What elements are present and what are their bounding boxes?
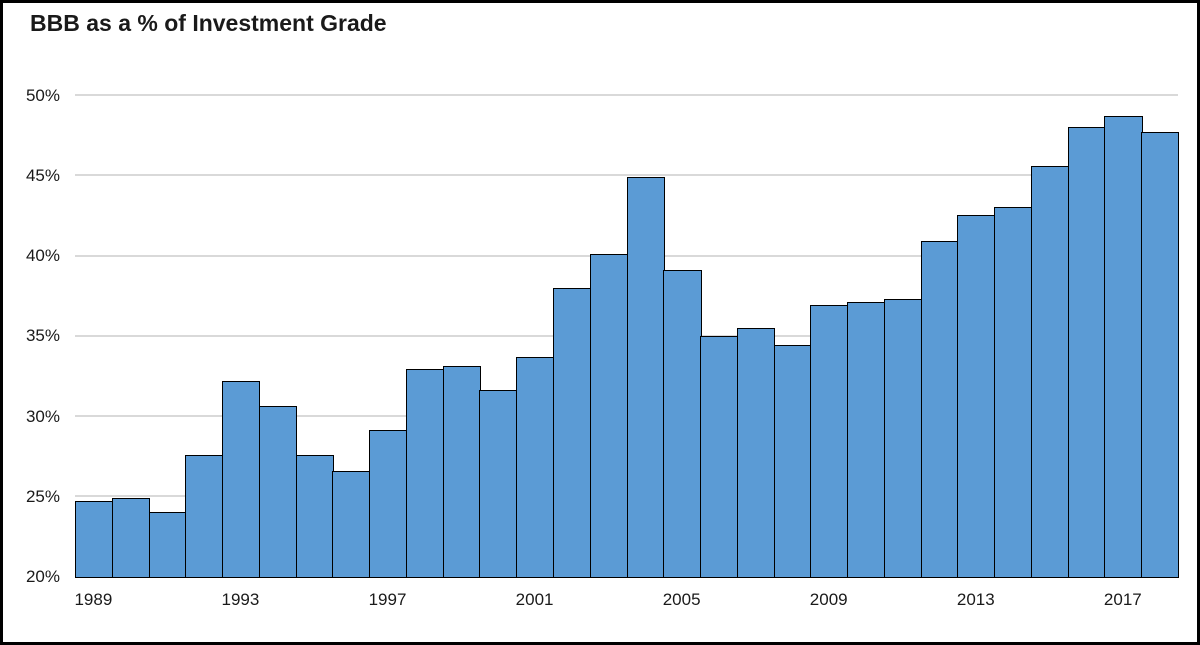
bar-2011 xyxy=(883,298,923,578)
bar-1992 xyxy=(185,454,224,578)
bar-2014 xyxy=(994,207,1033,578)
bar-2006 xyxy=(700,335,739,578)
bar-2004 xyxy=(626,176,665,578)
bar-1990 xyxy=(111,497,151,578)
chart-title: BBB as a % of Investment Grade xyxy=(30,10,387,36)
x-axis-tick-label-2013: 2013 xyxy=(956,590,995,609)
y-axis-tick-label: 40% xyxy=(25,246,60,265)
bar-1998 xyxy=(405,369,445,578)
bar-2010 xyxy=(847,302,886,578)
y-axis-tick-label: 35% xyxy=(25,326,60,346)
y-axis-tick-label: 20% xyxy=(25,567,60,586)
bar-1995 xyxy=(295,454,334,578)
x-axis-tick-label-2005: 2005 xyxy=(662,590,701,609)
x-axis-tick-label-2009: 2009 xyxy=(809,590,848,609)
bar-2000 xyxy=(479,390,518,578)
x-axis-tick-label-2017: 2017 xyxy=(1103,590,1142,609)
x-axis-tick-label-1993: 1993 xyxy=(221,590,260,609)
bar-1999 xyxy=(442,366,481,578)
bar-2015 xyxy=(1030,165,1070,578)
bar-2005 xyxy=(663,269,702,578)
y-axis-tick-label: 30% xyxy=(25,406,60,426)
gridline-45 xyxy=(75,174,1178,177)
bar-2003 xyxy=(589,253,628,578)
x-axis-tick-label-1997: 1997 xyxy=(368,590,407,609)
plot-area: 20% 25% 30% 35% 40% 45% 50% 1989 1993 1997 2001 200… xyxy=(3,3,1197,642)
bar-2007 xyxy=(736,327,776,578)
y-axis-tick-label: 45% xyxy=(25,165,60,185)
y-axis-tick-label: 25% xyxy=(25,486,60,506)
bar-2018 xyxy=(1141,131,1180,578)
bar-2009 xyxy=(810,305,849,578)
bar-2008 xyxy=(773,345,812,578)
bar-1997 xyxy=(369,430,408,578)
bar-2001 xyxy=(516,356,555,578)
bar-2017 xyxy=(1104,115,1143,578)
y-axis-tick-label: 50% xyxy=(25,85,60,105)
bar-2013 xyxy=(957,215,996,578)
bar-2012 xyxy=(920,241,959,578)
bar-2016 xyxy=(1067,127,1106,578)
x-axis-tick-label-2001: 2001 xyxy=(515,590,554,609)
bar-1993 xyxy=(222,380,261,578)
bar-1994 xyxy=(258,406,298,578)
x-axis-tick-label-1989: 1989 xyxy=(74,590,113,609)
bar-1991 xyxy=(148,512,187,578)
bar-1989 xyxy=(75,501,114,578)
gridline-50 xyxy=(75,94,1178,96)
bar-1996 xyxy=(332,470,371,578)
bar-2002 xyxy=(552,287,592,578)
